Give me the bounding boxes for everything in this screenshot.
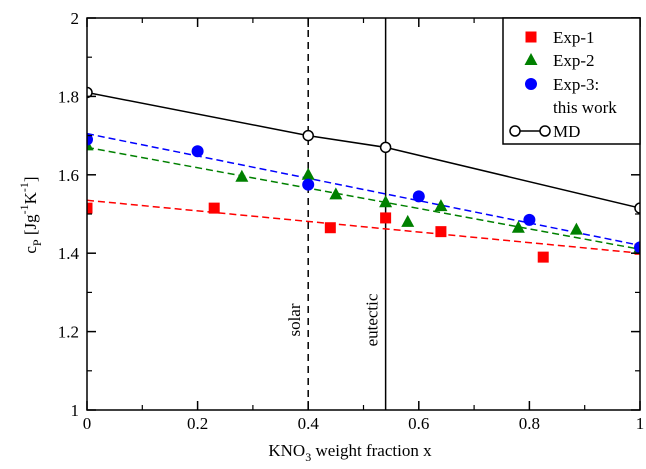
point-series-1-8 bbox=[570, 223, 583, 235]
point-series-2-2 bbox=[302, 179, 314, 191]
point-series-0-3 bbox=[380, 212, 391, 223]
legend-label-2-line2: this work bbox=[553, 98, 617, 117]
legend-marker-3 bbox=[510, 126, 520, 136]
legend-label-3: MD bbox=[553, 122, 580, 141]
vline-label-eutectic: eutectic bbox=[363, 293, 382, 346]
legend: Exp-1 Exp-2 Exp-3: this work MD bbox=[503, 18, 640, 144]
point-series-1-1 bbox=[235, 170, 248, 182]
y-tick-label: 2 bbox=[71, 9, 80, 28]
legend-marker-0 bbox=[526, 32, 537, 43]
point-series-0-2 bbox=[325, 222, 336, 233]
x-tick-label: 0.4 bbox=[298, 414, 320, 433]
point-series-0-4 bbox=[435, 226, 446, 237]
point-series-0-1 bbox=[209, 203, 220, 214]
point-series-1-2 bbox=[302, 168, 315, 180]
legend-label-1: Exp-2 bbox=[553, 51, 595, 70]
x-tick-label: 0.6 bbox=[408, 414, 429, 433]
y-axis-title: cP [Jg-1K-1] bbox=[17, 176, 44, 253]
x-axis-title: KNO3 weight fraction x bbox=[268, 441, 432, 464]
legend-label-2: Exp-3: bbox=[553, 75, 599, 94]
vline-label-solar: solar bbox=[285, 303, 304, 336]
fit-line-series-2 bbox=[87, 134, 640, 246]
point-series-2-1 bbox=[192, 145, 204, 157]
fit-line-series-0 bbox=[87, 200, 640, 253]
y-tick-label: 1.8 bbox=[58, 87, 79, 106]
legend-label-0: Exp-1 bbox=[553, 28, 595, 47]
x-tick-label: 0.2 bbox=[187, 414, 208, 433]
legend-marker-3-b bbox=[540, 126, 550, 136]
point-series-2-4 bbox=[523, 214, 535, 226]
point-series-3-1 bbox=[303, 131, 313, 141]
y-tick-label: 1 bbox=[71, 401, 80, 420]
point-series-3-2 bbox=[381, 142, 391, 152]
x-tick-label: 1 bbox=[636, 414, 645, 433]
y-tick-label: 1.6 bbox=[58, 166, 79, 185]
point-series-1-6 bbox=[434, 199, 447, 211]
point-series-2-3 bbox=[413, 190, 425, 202]
point-series-1-5 bbox=[401, 215, 414, 227]
point-series-0-5 bbox=[538, 252, 549, 263]
fit-line-series-1 bbox=[87, 147, 640, 249]
x-tick-label: 0.8 bbox=[519, 414, 540, 433]
x-tick-label: 0 bbox=[83, 414, 92, 433]
y-tick-label: 1.4 bbox=[58, 244, 80, 263]
legend-marker-2 bbox=[525, 78, 537, 90]
y-tick-label: 1.2 bbox=[58, 323, 79, 342]
